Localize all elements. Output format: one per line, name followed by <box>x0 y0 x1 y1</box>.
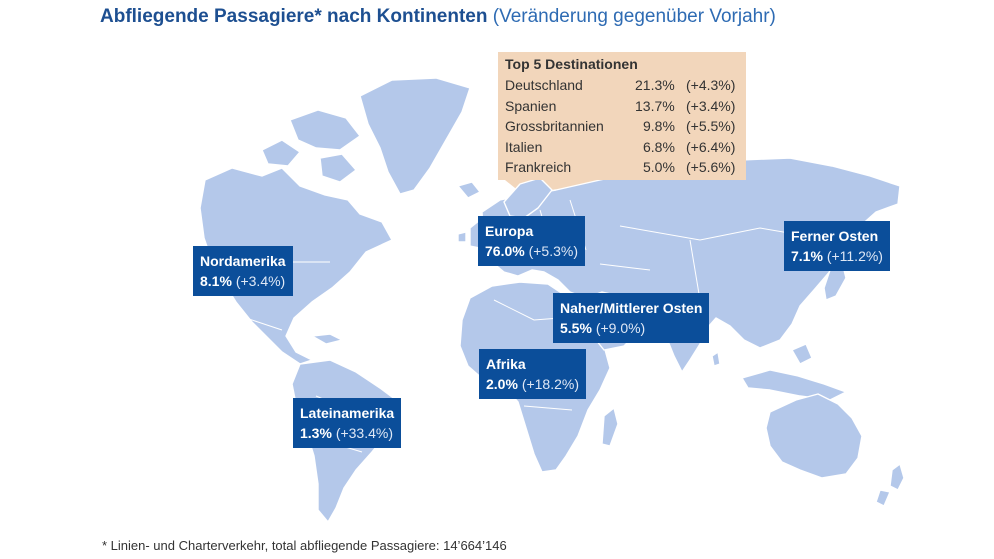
top5-row: Frankreich 5.0% (+5.6%) <box>505 159 741 179</box>
top5-share: 21.3% <box>635 77 675 93</box>
region-change: (+33.4%) <box>335 425 394 441</box>
madagascar-shape <box>601 407 619 447</box>
region-name: Ferner Osten <box>791 228 879 244</box>
region-name: Lateinamerika <box>300 405 395 421</box>
region-name: Naher/Mittlerer Osten <box>560 300 703 316</box>
region-change: (+18.2%) <box>521 376 580 392</box>
title-sub: (Veränderung gegenüber Vorjahr) <box>492 6 776 27</box>
region-share: 5.5% <box>560 320 592 336</box>
region-label-naher-osten: Naher/Mittlerer Osten 5.5% (+9.0%) <box>553 293 710 343</box>
region-change: (+9.0%) <box>595 320 646 336</box>
region-share: 76.0% <box>485 243 525 259</box>
region-change: (+5.3%) <box>528 243 579 259</box>
top5-change: (+6.4%) <box>686 138 736 155</box>
australia-shape <box>765 393 863 479</box>
top5-row: Grossbritannien 9.8% (+5.5%) <box>505 118 741 138</box>
region-label-nordamerika: Nordamerika 8.1% (+3.4%) <box>193 246 293 296</box>
top5-row: Spanien 13.7% (+3.4%) <box>505 98 741 118</box>
page-title: Abfliegende Passagiere* nach Kontinenten… <box>100 6 776 28</box>
top5-change: (+3.4%) <box>686 97 736 114</box>
region-share: 2.0% <box>486 376 518 392</box>
arctic-islands-shape <box>289 109 361 151</box>
region-name: Europa <box>485 223 534 239</box>
region-share: 1.3% <box>300 425 332 441</box>
top5-share: 6.8% <box>643 138 675 155</box>
top5-country: Deutschland <box>505 77 583 93</box>
region-change: (+11.2%) <box>826 248 883 264</box>
region-label-afrika: Afrika 2.0% (+18.2%) <box>479 349 587 399</box>
top5-share: 9.8% <box>643 118 675 134</box>
top5-change: (+4.3%) <box>686 77 736 93</box>
eurasia-shape <box>481 157 901 351</box>
indonesia-shape <box>741 369 847 401</box>
region-name: Nordamerika <box>200 253 286 269</box>
region-label-ferner-osten: Ferner Osten 7.1% (+11.2%) <box>784 221 890 271</box>
top5-share: 5.0% <box>643 159 675 175</box>
region-label-lateinamerika: Lateinamerika 1.3% (+33.4%) <box>293 398 402 448</box>
top5-country: Frankreich <box>505 159 572 175</box>
top5-heading: Top 5 Destinationen <box>505 56 638 72</box>
top5-change: (+5.6%) <box>686 159 736 175</box>
title-main: Abfliegende Passagiere* nach Kontinenten <box>100 6 488 27</box>
region-name: Afrika <box>486 356 526 372</box>
region-share: 8.1% <box>200 273 232 289</box>
region-change: (+3.4%) <box>235 273 286 289</box>
top5-change: (+5.5%) <box>686 118 736 134</box>
greenland-shape <box>359 77 471 195</box>
top5-row: Italien 6.8% (+6.4%) <box>505 139 741 159</box>
footnote: * Linien- und Charterverkehr, total abfl… <box>102 538 507 553</box>
top5-share: 13.7% <box>635 97 675 114</box>
region-share: 7.1% <box>791 248 823 264</box>
top5-row: Deutschland 21.3% (+4.3%) <box>505 77 741 97</box>
top5-country: Spanien <box>505 97 557 114</box>
top5-destinations-box: Top 5 Destinationen Deutschland 21.3% (+… <box>498 52 746 180</box>
top5-country: Italien <box>505 138 543 155</box>
top5-country: Grossbritannien <box>505 118 604 134</box>
region-label-europa: Europa 76.0% (+5.3%) <box>478 216 586 266</box>
